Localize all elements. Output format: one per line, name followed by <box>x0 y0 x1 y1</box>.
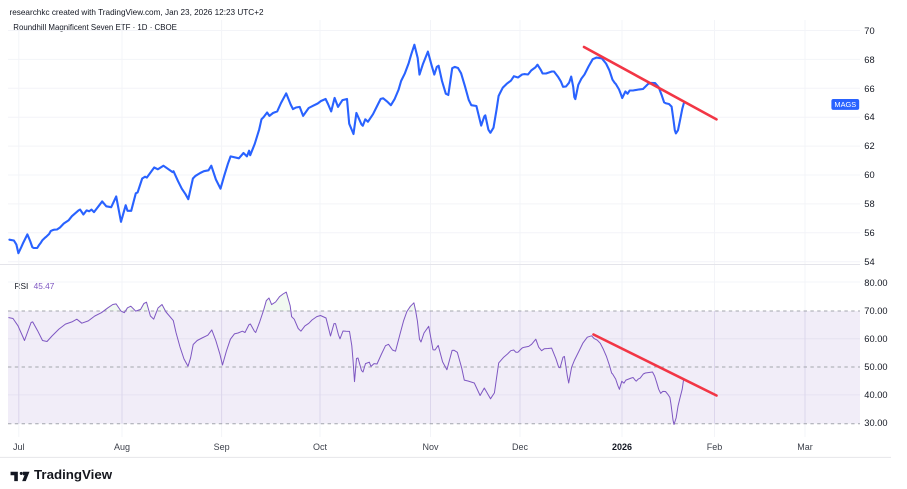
svg-text:MAGS: MAGS <box>834 100 856 109</box>
